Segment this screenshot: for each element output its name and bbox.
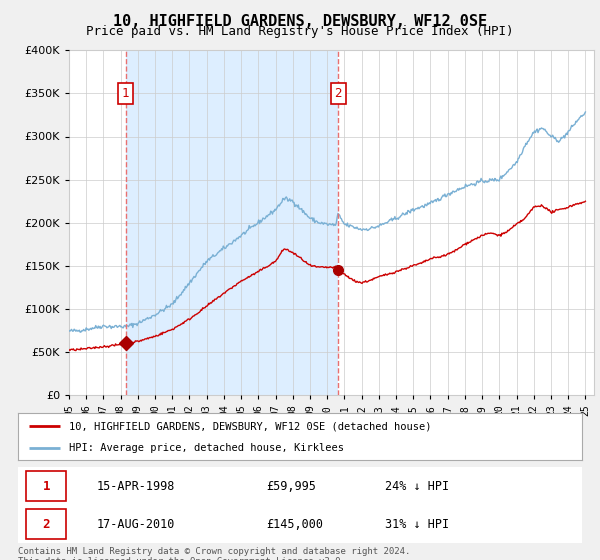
Text: Price paid vs. HM Land Registry's House Price Index (HPI): Price paid vs. HM Land Registry's House … — [86, 25, 514, 38]
Text: 17-AUG-2010: 17-AUG-2010 — [97, 517, 175, 531]
Text: £59,995: £59,995 — [266, 479, 316, 493]
Text: 15-APR-1998: 15-APR-1998 — [97, 479, 175, 493]
Text: 10, HIGHFIELD GARDENS, DEWSBURY, WF12 0SE: 10, HIGHFIELD GARDENS, DEWSBURY, WF12 0S… — [113, 14, 487, 29]
Text: 24% ↓ HPI: 24% ↓ HPI — [385, 479, 449, 493]
Text: 2: 2 — [334, 87, 342, 100]
Text: 10, HIGHFIELD GARDENS, DEWSBURY, WF12 0SE (detached house): 10, HIGHFIELD GARDENS, DEWSBURY, WF12 0S… — [69, 421, 431, 431]
Text: £145,000: £145,000 — [266, 517, 323, 531]
Text: HPI: Average price, detached house, Kirklees: HPI: Average price, detached house, Kirk… — [69, 444, 344, 454]
Text: 1: 1 — [43, 479, 50, 493]
FancyBboxPatch shape — [26, 471, 66, 501]
Text: 2: 2 — [43, 517, 50, 531]
Text: 1: 1 — [122, 87, 130, 100]
FancyBboxPatch shape — [26, 509, 66, 539]
Text: Contains HM Land Registry data © Crown copyright and database right 2024.
This d: Contains HM Land Registry data © Crown c… — [18, 547, 410, 560]
Bar — [125, 50, 338, 395]
Text: 31% ↓ HPI: 31% ↓ HPI — [385, 517, 449, 531]
